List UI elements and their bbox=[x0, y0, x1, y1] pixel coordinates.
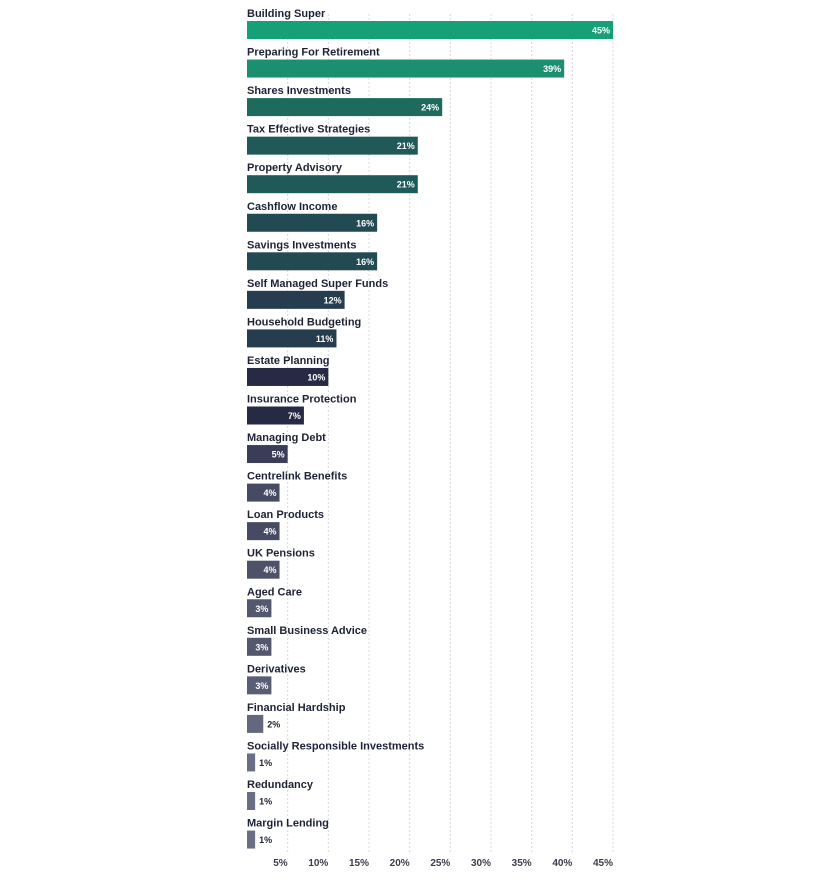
bar bbox=[247, 329, 337, 348]
category-label: Centrelink Benefits bbox=[247, 471, 347, 483]
bar bbox=[247, 290, 345, 309]
bar bbox=[247, 483, 280, 502]
category-label: Aged Care bbox=[247, 586, 302, 598]
data-label: 3% bbox=[255, 604, 268, 614]
bar bbox=[247, 59, 565, 78]
data-label: 3% bbox=[255, 642, 268, 652]
bar bbox=[247, 175, 418, 194]
data-label: 21% bbox=[397, 141, 415, 151]
category-label: Redundancy bbox=[247, 779, 314, 791]
data-label: 24% bbox=[421, 103, 439, 113]
category-label: Cashflow Income bbox=[247, 201, 337, 213]
category-label: Insurance Protection bbox=[247, 394, 357, 406]
data-label: 1% bbox=[259, 797, 272, 807]
data-label: 10% bbox=[307, 372, 325, 382]
bar bbox=[247, 522, 280, 541]
data-label: 45% bbox=[592, 26, 610, 36]
data-label: 39% bbox=[543, 64, 561, 74]
x-tick-label: 45% bbox=[593, 858, 613, 869]
data-label: 5% bbox=[272, 450, 285, 460]
bar bbox=[247, 367, 329, 386]
bar bbox=[247, 637, 272, 656]
category-label: Derivatives bbox=[247, 663, 306, 675]
x-tick-label: 30% bbox=[471, 858, 491, 869]
category-label: Financial Hardship bbox=[247, 702, 346, 714]
category-label: Household Budgeting bbox=[247, 316, 361, 328]
bar bbox=[247, 406, 304, 425]
data-label: 16% bbox=[356, 218, 374, 228]
category-label: Socially Responsible Investments bbox=[247, 740, 424, 752]
data-label: 4% bbox=[264, 527, 277, 537]
data-label: 7% bbox=[288, 411, 301, 421]
data-label: 12% bbox=[324, 295, 342, 305]
category-label: Shares Investments bbox=[247, 85, 351, 97]
x-tick-label: 40% bbox=[552, 858, 572, 869]
data-label: 21% bbox=[397, 180, 415, 190]
bar bbox=[247, 792, 256, 810]
bar bbox=[247, 445, 288, 464]
category-label: Savings Investments bbox=[247, 239, 356, 251]
data-label: 16% bbox=[356, 257, 374, 267]
bar bbox=[247, 676, 272, 695]
x-tick-label: 20% bbox=[390, 858, 410, 869]
category-label: Preparing For Retirement bbox=[247, 47, 380, 59]
category-label: Margin Lending bbox=[247, 818, 329, 830]
x-tick-label: 25% bbox=[430, 858, 450, 869]
category-label: Property Advisory bbox=[247, 162, 343, 174]
category-label: Self Managed Super Funds bbox=[247, 278, 388, 290]
bar bbox=[247, 252, 378, 271]
x-tick-label: 5% bbox=[273, 858, 288, 869]
bar bbox=[247, 830, 256, 849]
data-label: 4% bbox=[264, 488, 277, 498]
x-tick-label: 35% bbox=[512, 858, 532, 869]
bar bbox=[247, 98, 443, 117]
x-tick-label: 15% bbox=[349, 858, 369, 869]
category-label: Managing Debt bbox=[247, 432, 326, 444]
data-label: 1% bbox=[259, 835, 272, 845]
x-tick-label: 10% bbox=[308, 858, 328, 869]
bar bbox=[247, 599, 272, 618]
category-label: Estate Planning bbox=[247, 355, 330, 367]
data-label: 11% bbox=[316, 334, 334, 344]
x-axis-ticks: 5% 10% 15% 20% 25% 30% 35% 40% 45% bbox=[273, 858, 613, 869]
bar bbox=[247, 213, 378, 232]
category-label: Building Super bbox=[247, 8, 326, 20]
data-label: 1% bbox=[259, 758, 272, 768]
bar bbox=[247, 753, 256, 772]
bars: Building Super 45% Preparing For Retiremen… bbox=[247, 8, 613, 849]
data-label: 4% bbox=[264, 565, 277, 575]
category-label: Loan Products bbox=[247, 509, 324, 521]
data-label: 2% bbox=[267, 719, 280, 729]
bar bbox=[247, 136, 418, 155]
bar bbox=[247, 21, 613, 39]
category-label: UK Pensions bbox=[247, 548, 315, 560]
category-label: Small Business Advice bbox=[247, 625, 367, 637]
data-label: 3% bbox=[255, 681, 268, 691]
bar bbox=[247, 560, 280, 579]
category-label: Tax Effective Strategies bbox=[247, 124, 370, 136]
bar bbox=[247, 714, 264, 733]
